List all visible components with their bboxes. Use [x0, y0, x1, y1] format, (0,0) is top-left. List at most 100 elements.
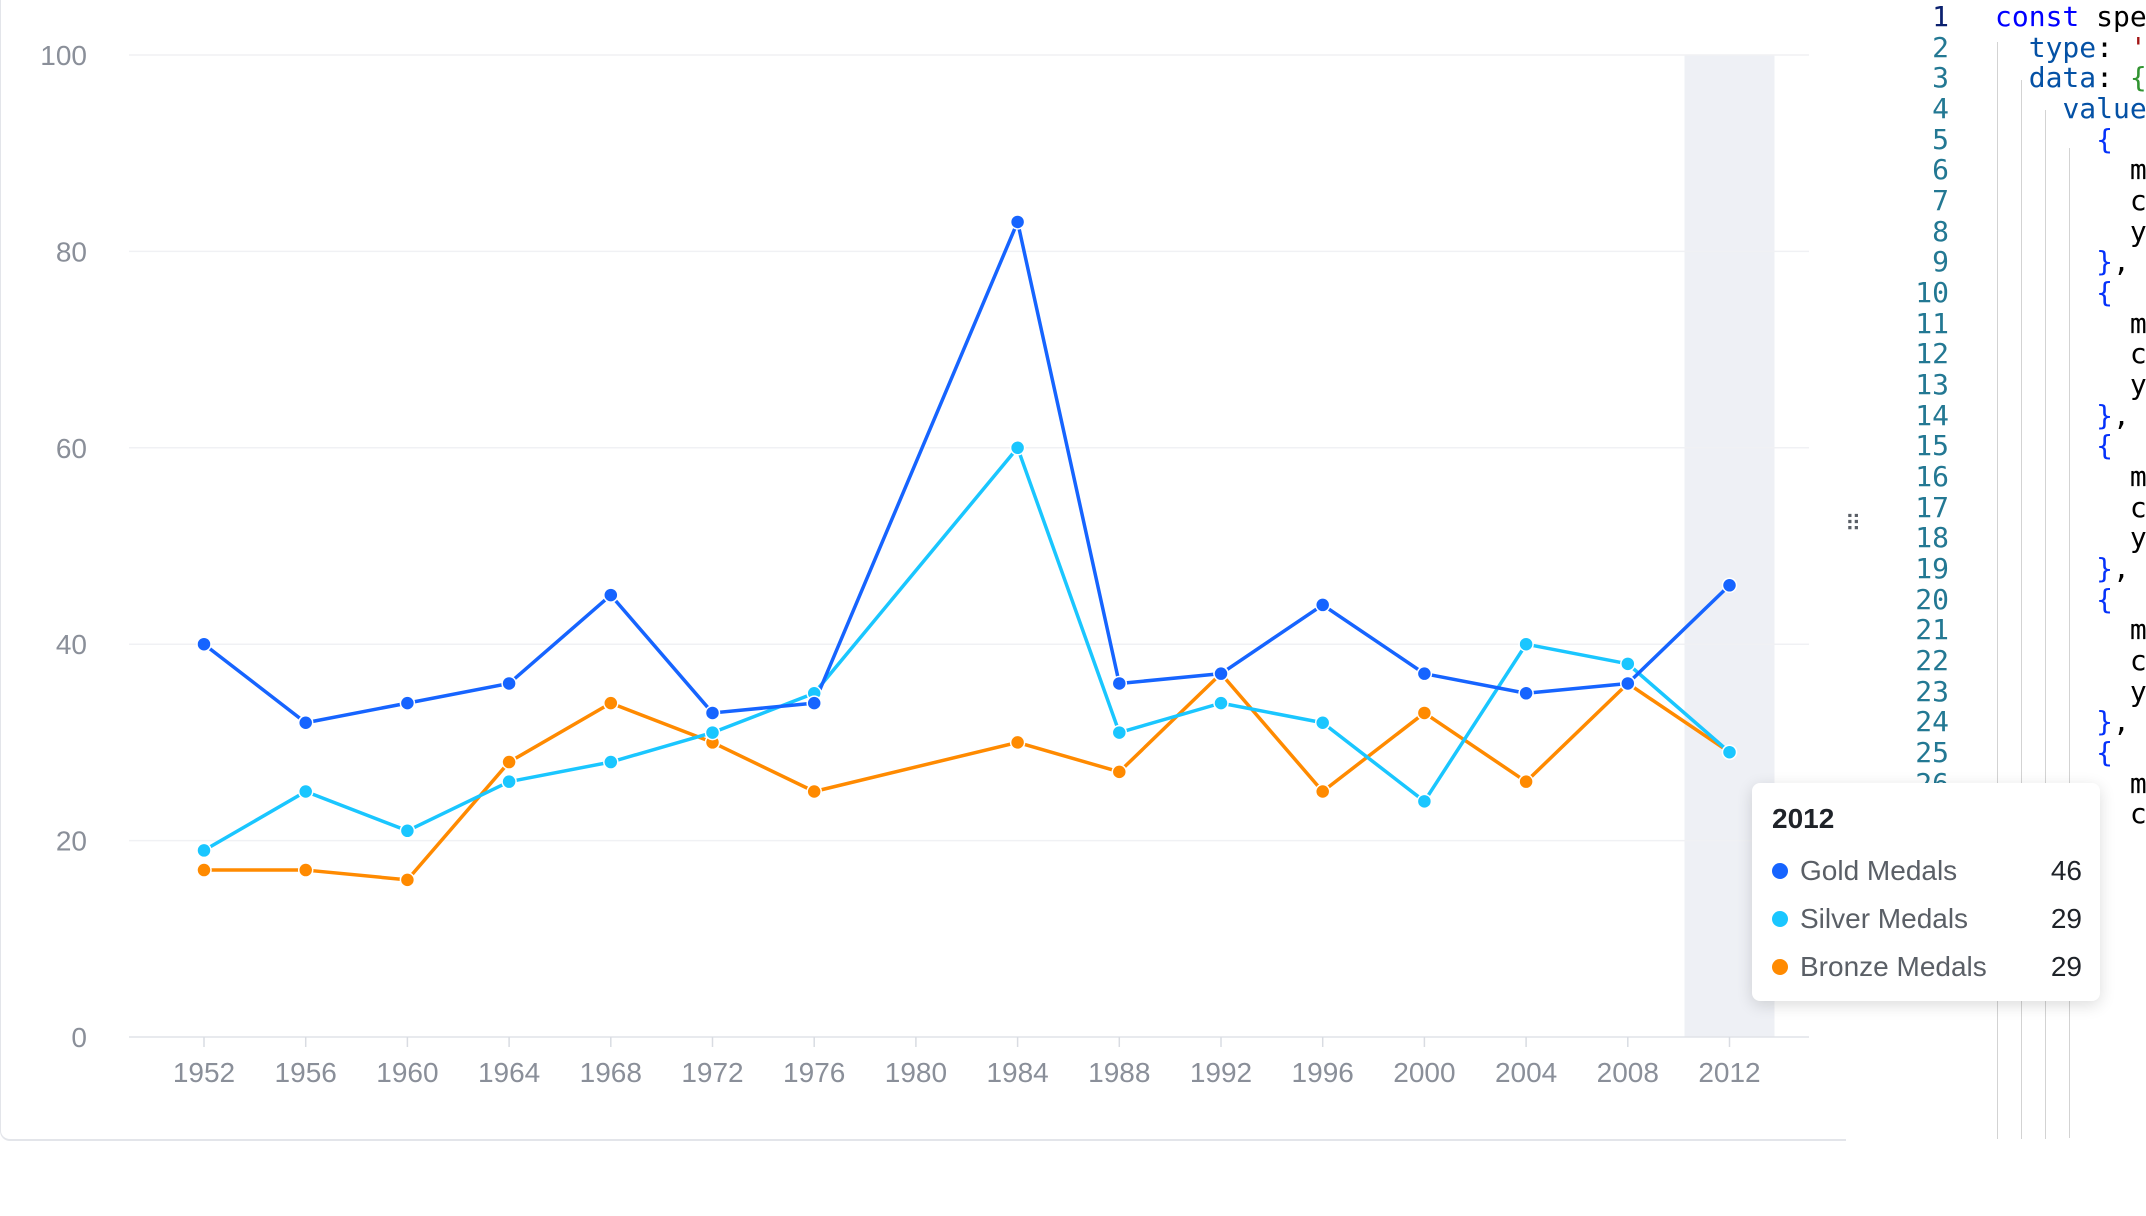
code-line[interactable]: 12 c: [1861, 333, 2146, 375]
code-text[interactable]: {: [2096, 122, 2114, 156]
code-line[interactable]: 25 {: [1861, 732, 2146, 774]
code-line[interactable]: 4 value: [1861, 88, 2146, 130]
code-line[interactable]: 3 data: {: [1861, 57, 2146, 99]
code-text[interactable]: {: [2096, 735, 2114, 769]
data-point[interactable]: [1111, 675, 1128, 692]
code-text[interactable]: y: [2129, 367, 2146, 401]
data-point[interactable]: [603, 695, 619, 711]
data-point[interactable]: [1314, 715, 1331, 731]
data-point[interactable]: [1416, 793, 1433, 810]
line-chart[interactable]: 0 20 40 60 80 100 1952 1956 1960 1964 1968 1972 1976…: [1, 0, 1846, 1139]
code-text[interactable]: m: [2129, 459, 2146, 493]
data-point[interactable]: [1213, 665, 1229, 682]
indent-guide: [1997, 42, 1998, 1139]
data-point[interactable]: [1111, 764, 1128, 780]
code-text[interactable]: },: [2096, 245, 2130, 279]
series-line-silver-medals: [203, 446, 1731, 852]
code-text[interactable]: },: [2096, 551, 2130, 585]
data-point[interactable]: [1518, 685, 1534, 702]
drag-handle-icon[interactable]: ⠿: [1845, 512, 1862, 537]
data-point[interactable]: [1314, 597, 1331, 613]
code-line[interactable]: 14 },: [1861, 395, 2146, 437]
code-line[interactable]: 16 m: [1861, 456, 2146, 498]
data-point[interactable]: [1416, 665, 1433, 682]
code-text[interactable]: c: [2129, 797, 2146, 831]
code-text[interactable]: },: [2096, 705, 2130, 739]
code-line[interactable]: 15 {: [1861, 425, 2146, 467]
code-text[interactable]: data: {: [2028, 61, 2146, 95]
code-line[interactable]: 13 y: [1861, 364, 2146, 406]
code-line[interactable]: 2 type: ': [1861, 27, 2146, 69]
data-point[interactable]: [1009, 440, 1026, 456]
code-line[interactable]: 1 const spe: [1861, 0, 2146, 38]
data-point[interactable]: [501, 675, 517, 692]
data-point[interactable]: [704, 705, 721, 721]
data-point[interactable]: [1620, 675, 1636, 692]
code-line[interactable]: 17 c: [1861, 487, 2146, 529]
code-line[interactable]: 24 },: [1861, 701, 2146, 743]
data-point[interactable]: [603, 587, 619, 603]
data-point[interactable]: [704, 724, 721, 741]
data-point[interactable]: [501, 773, 517, 790]
data-point[interactable]: [1314, 783, 1331, 800]
code-text[interactable]: {: [2096, 582, 2114, 616]
code-line[interactable]: 23 y: [1861, 671, 2146, 713]
code-text[interactable]: const spe: [1995, 0, 2146, 33]
data-point[interactable]: [196, 636, 212, 652]
data-point[interactable]: [1111, 724, 1128, 741]
data-point[interactable]: [196, 842, 212, 859]
data-point[interactable]: [1620, 656, 1636, 672]
code-text[interactable]: {: [2096, 429, 2114, 463]
code-text[interactable]: type: ': [2028, 30, 2146, 64]
data-point[interactable]: [399, 872, 416, 888]
code-line[interactable]: 22 c: [1861, 640, 2146, 682]
data-point[interactable]: [1518, 636, 1534, 652]
data-point[interactable]: [196, 862, 212, 878]
code-text[interactable]: y: [2129, 214, 2146, 248]
code-line[interactable]: 6 m: [1861, 149, 2146, 191]
data-point[interactable]: [399, 695, 416, 711]
code-line[interactable]: 21 m: [1861, 609, 2146, 651]
code-text[interactable]: y: [2129, 674, 2146, 708]
code-line[interactable]: 10 {: [1861, 272, 2146, 314]
code-text[interactable]: c: [2129, 490, 2146, 524]
code-text[interactable]: y: [2129, 521, 2146, 555]
code-line[interactable]: 20 {: [1861, 579, 2146, 621]
code-line[interactable]: 19 },: [1861, 548, 2146, 590]
code-line[interactable]: 18 y: [1861, 517, 2146, 559]
data-point[interactable]: [1009, 734, 1026, 751]
data-point[interactable]: [806, 783, 822, 800]
code-text[interactable]: c: [2129, 337, 2146, 371]
data-point[interactable]: [1009, 214, 1026, 230]
data-point[interactable]: [297, 715, 314, 731]
code-text[interactable]: m: [2129, 766, 2146, 800]
code-line[interactable]: 8 y: [1861, 211, 2146, 253]
code-text[interactable]: m: [2129, 153, 2146, 187]
code-line[interactable]: 9 },: [1861, 241, 2146, 283]
code-text[interactable]: c: [2129, 183, 2146, 217]
data-point[interactable]: [1721, 744, 1738, 760]
data-point[interactable]: [399, 823, 416, 839]
data-point[interactable]: [501, 754, 517, 770]
data-point[interactable]: [297, 862, 314, 878]
line-number: 23: [1915, 674, 1949, 708]
code-text[interactable]: value: [2062, 91, 2146, 125]
data-point[interactable]: [806, 695, 822, 711]
data-point[interactable]: [1721, 577, 1738, 594]
code-text[interactable]: m: [2129, 306, 2146, 340]
data-point[interactable]: [1213, 695, 1229, 711]
code-line[interactable]: 11 m: [1861, 303, 2146, 345]
code-text[interactable]: {: [2096, 275, 2114, 309]
code-text[interactable]: m: [2129, 613, 2146, 647]
data-point[interactable]: [1416, 705, 1433, 721]
code-line[interactable]: 5 {: [1861, 119, 2146, 161]
code-line[interactable]: 7 c: [1861, 180, 2146, 222]
data-point[interactable]: [603, 754, 619, 770]
line-number: 5: [1932, 122, 1949, 156]
x-tick-label: 1980: [885, 1057, 947, 1088]
data-point[interactable]: [1518, 773, 1534, 790]
code-text[interactable]: },: [2096, 398, 2130, 432]
code-text[interactable]: c: [2129, 643, 2146, 677]
legend-dot-icon: [1772, 959, 1788, 975]
data-point[interactable]: [297, 783, 314, 800]
